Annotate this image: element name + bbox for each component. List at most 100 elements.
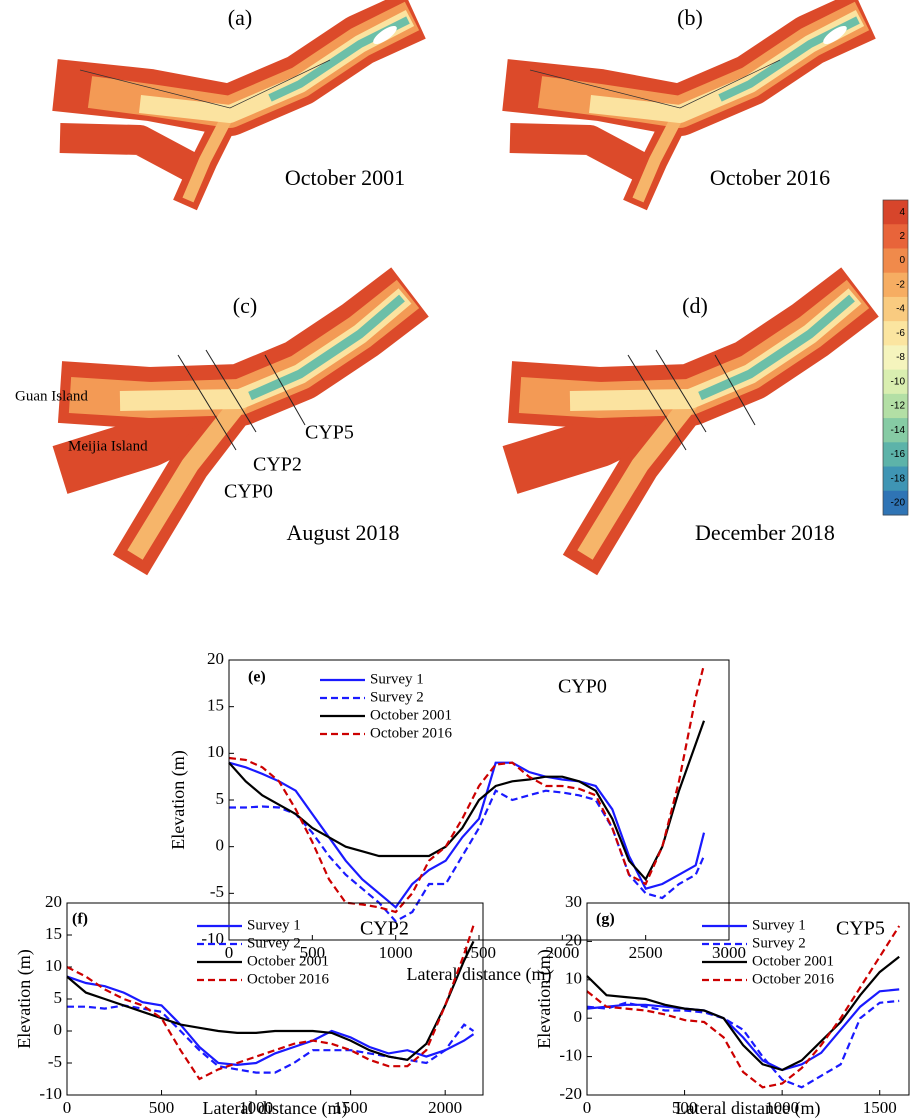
y-tick-label: 5 xyxy=(54,988,63,1007)
y-tick-label: 15 xyxy=(45,924,62,943)
x-tick-label: 500 xyxy=(300,943,326,962)
map-label: CYP0 xyxy=(224,481,273,503)
legend-label: October 2016 xyxy=(370,725,453,741)
colorbar-tick-label: 2 xyxy=(899,231,905,242)
series-line xyxy=(229,789,706,923)
legend-label: October 2016 xyxy=(247,971,330,987)
series-line xyxy=(66,975,475,1067)
map-label: CYP5 xyxy=(305,422,354,444)
y-tick-label: 10 xyxy=(45,956,62,975)
colorbar-tick-label: -10 xyxy=(891,376,906,387)
y-axis-label: Elevation (m) xyxy=(168,750,189,849)
plot-frame xyxy=(586,902,910,1096)
colorbar-tick-label: -8 xyxy=(896,352,905,363)
y-tick-label: -10 xyxy=(201,929,224,948)
legend-label: Survey 1 xyxy=(370,671,424,687)
x-axis-label: Lateral distance (m) xyxy=(407,964,552,985)
panel-label: (b) xyxy=(677,5,703,30)
plot-frame xyxy=(228,659,730,941)
y-tick-label: -10 xyxy=(559,1046,582,1065)
colorbar-swatch xyxy=(883,224,908,249)
y-tick-label: -20 xyxy=(559,1084,582,1103)
colorbar-swatch xyxy=(883,321,908,346)
y-tick-label: 20 xyxy=(207,649,224,668)
colorbar-tick-label: -6 xyxy=(896,328,905,339)
series-line xyxy=(228,664,706,914)
y-tick-label: 0 xyxy=(216,836,225,855)
legend-label: Survey 1 xyxy=(752,917,806,933)
legend-label: October 2001 xyxy=(370,707,452,723)
panel-label: (a) xyxy=(228,5,252,30)
colorbar-tick-label: -18 xyxy=(891,473,906,484)
x-tick-label: 0 xyxy=(225,943,234,962)
colorbar-tick-label: 4 xyxy=(899,207,905,218)
section-label: CYP2 xyxy=(360,918,409,940)
x-tick-label: 2500 xyxy=(629,943,663,962)
legend-label: Survey 1 xyxy=(247,917,301,933)
y-tick-label: -10 xyxy=(39,1084,62,1103)
y-tick-label: 30 xyxy=(565,892,582,911)
x-tick-label: 1500 xyxy=(863,1098,897,1117)
legend-label: October 2016 xyxy=(752,971,835,987)
x-axis-label: Lateral distance (m) xyxy=(203,1098,348,1119)
series-line xyxy=(586,955,900,1072)
colorbar-swatch xyxy=(883,296,908,322)
series-line xyxy=(66,925,475,1081)
map-caption: October 2001 xyxy=(285,165,405,190)
x-tick-label: 1500 xyxy=(334,1098,368,1117)
x-tick-label: 3000 xyxy=(712,943,746,962)
y-tick-label: 5 xyxy=(216,789,225,808)
series-line xyxy=(228,761,706,909)
map-label: Guan Island xyxy=(15,388,88,404)
colorbar-tick-label: -4 xyxy=(896,304,905,315)
legend-label: October 2001 xyxy=(247,953,329,969)
series-line xyxy=(228,720,706,882)
x-tick-label: 1000 xyxy=(239,1098,273,1117)
x-tick-label: 2000 xyxy=(545,943,579,962)
x-tick-label: 2000 xyxy=(428,1098,462,1117)
section-label: CYP0 xyxy=(558,676,607,698)
colorbar-swatch xyxy=(883,345,908,371)
panel-label: (e) xyxy=(248,669,266,686)
colorbar-swatch xyxy=(883,200,908,225)
y-tick-label: 20 xyxy=(565,930,582,949)
y-tick-label: 10 xyxy=(565,969,582,988)
panel-label: (d) xyxy=(682,293,708,318)
colorbar-swatch xyxy=(883,369,908,395)
colorbar-tick-label: -12 xyxy=(891,401,906,412)
y-axis-label: Elevation (m) xyxy=(534,949,555,1048)
map-label: CYP2 xyxy=(253,454,302,476)
y-tick-label: 0 xyxy=(574,1007,583,1026)
colorbar-swatch xyxy=(883,248,908,274)
colorbar-swatch xyxy=(883,418,908,443)
legend-label: Survey 2 xyxy=(752,935,806,951)
colorbar-frame xyxy=(882,199,909,516)
y-tick-label: 20 xyxy=(45,892,62,911)
x-tick-label: 0 xyxy=(63,1098,72,1117)
panel-label: (g) xyxy=(596,911,615,928)
colorbar-swatch xyxy=(883,393,908,419)
y-tick-label: 15 xyxy=(207,696,224,715)
colorbar-tick-label: -14 xyxy=(891,425,906,436)
legend-label: Survey 2 xyxy=(370,689,424,705)
panel-label: (c) xyxy=(233,293,257,318)
legend-label: October 2001 xyxy=(752,953,834,969)
map-label: Meijia Island xyxy=(68,438,148,454)
colorbar-tick-label: -20 xyxy=(891,498,906,509)
colorbar-swatch xyxy=(883,490,908,516)
section-label: CYP5 xyxy=(836,918,885,940)
series-line xyxy=(67,1004,475,1074)
y-tick-label: 0 xyxy=(54,1020,63,1039)
legend-label: Survey 2 xyxy=(247,935,301,951)
panel-label: (f) xyxy=(72,911,88,928)
x-tick-label: 0 xyxy=(583,1098,592,1117)
map-caption: October 2016 xyxy=(710,165,830,190)
colorbar-tick-label: 0 xyxy=(899,255,905,266)
colorbar-swatch xyxy=(883,442,908,468)
series-line xyxy=(66,940,475,1061)
x-tick-label: 500 xyxy=(672,1098,698,1117)
x-axis-label: Lateral distance (m) xyxy=(676,1098,821,1119)
series-line xyxy=(586,988,900,1072)
series-line xyxy=(586,925,901,1089)
colorbar-swatch xyxy=(883,272,908,298)
